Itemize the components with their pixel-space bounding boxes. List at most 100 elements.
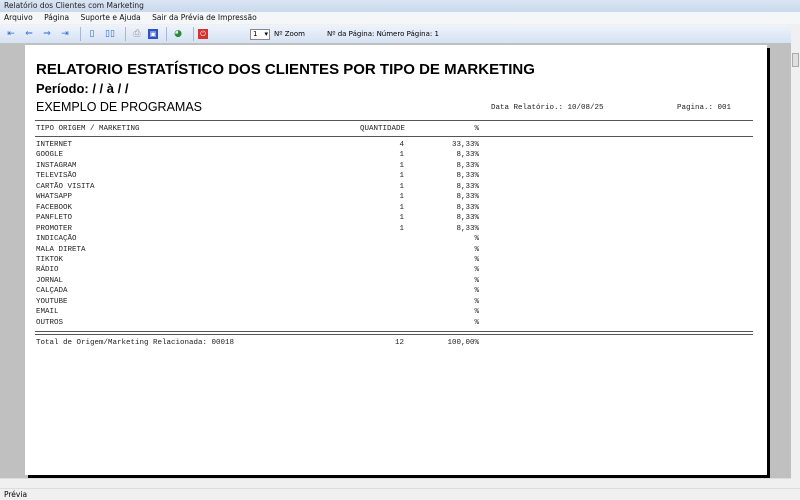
row-pct: 8,33% — [456, 172, 479, 181]
separator — [80, 27, 81, 41]
separator — [125, 27, 126, 41]
table-row: RÁDIO% — [36, 266, 479, 276]
first-page-icon[interactable]: ⇤ — [7, 29, 15, 39]
row-type: CARTÃO VISITA — [36, 182, 95, 191]
row-type: MALA DIRETA — [36, 245, 86, 254]
report-period: Período: / / à / / — [36, 81, 129, 96]
window-title: Relatório dos Clientes com Marketing — [0, 0, 800, 12]
row-pct: 8,33% — [456, 182, 479, 191]
divider — [35, 120, 753, 121]
row-type: FACEBOOK — [36, 203, 73, 212]
divider — [35, 331, 753, 332]
two-pages-icon[interactable]: ▯▯ — [105, 29, 115, 39]
row-qty: 1 — [399, 224, 404, 233]
row-pct: % — [474, 266, 479, 275]
row-type: PROMOTER — [36, 224, 73, 233]
row-qty: 1 — [399, 214, 404, 223]
col-pct: % — [474, 125, 479, 133]
table-row: CALÇADA% — [36, 287, 479, 297]
page-number: Pagina.: 001 — [677, 104, 732, 112]
toolbar: ⇤ ⇐ ⇒ ⇥ ▯ ▯▯ ⎙ ▣ ◕ ⏻ 1 Nº Zoom Nº da Pág… — [0, 25, 791, 43]
zoom-label: Nº Zoom — [274, 30, 305, 38]
table-row: TIKTOK% — [36, 255, 479, 266]
row-pct: 8,33% — [456, 224, 479, 233]
col-qty: QUANTIDADE — [360, 125, 406, 133]
row-qty: 4 — [399, 141, 404, 149]
divider — [35, 136, 753, 137]
row-pct: 33,33% — [451, 141, 479, 149]
row-pct: 8,33% — [456, 193, 479, 202]
table-row: INTERNET 4 33,33% — [36, 141, 479, 151]
menu-pagina[interactable]: Página — [44, 13, 70, 22]
table-header: TIPO ORIGEM / MARKETING QUANTIDADE % — [36, 125, 479, 135]
total-qty: 12 — [394, 339, 404, 347]
row-type: WHATSAPP — [36, 193, 73, 202]
row-type: RÁDIO — [36, 266, 59, 275]
row-qty: 1 — [399, 182, 404, 191]
row-type: INTERNET — [36, 141, 73, 149]
table-row: INDICAÇÃO% — [36, 235, 479, 245]
menu-bar: Arquivo Página Suporte e Ajuda Sair da P… — [0, 12, 800, 24]
single-page-icon[interactable]: ▯ — [89, 29, 95, 39]
row-pct: 8,33% — [456, 214, 479, 223]
horizontal-scrollbar[interactable] — [0, 478, 791, 488]
row-qty: 1 — [399, 203, 404, 212]
row-qty: 1 — [399, 193, 404, 202]
table-row: JORNAL% — [36, 276, 479, 287]
vertical-scrollbar[interactable] — [791, 43, 800, 488]
report-page: RELATORIO ESTATÍSTICO DOS CLIENTES POR T… — [25, 45, 767, 475]
row-pct: % — [474, 297, 479, 306]
row-pct: % — [474, 235, 479, 244]
table-row: YOUTUBE% — [36, 297, 479, 308]
row-pct: % — [474, 276, 479, 285]
table-row: INSTAGRAM 1 8,33% — [36, 161, 479, 172]
menu-suporte[interactable]: Suporte e Ajuda — [80, 13, 141, 22]
row-pct: 8,33% — [456, 151, 479, 160]
table-row: FACEBOOK 1 8,33% — [36, 203, 479, 214]
row-qty: 1 — [399, 172, 404, 181]
row-pct: % — [474, 318, 479, 327]
table-row: PANFLETO 1 8,33% — [36, 214, 479, 224]
table-row: WHATSAPP 1 8,33% — [36, 193, 479, 203]
row-type: INSTAGRAM — [36, 161, 77, 170]
setup-icon[interactable]: ▣ — [148, 29, 158, 39]
row-type: YOUTUBE — [36, 297, 68, 306]
row-type: TELEVISÃO — [36, 172, 77, 181]
row-pct: 8,33% — [456, 161, 479, 170]
company-name: EXEMPLO DE PROGRAMAS — [36, 100, 203, 114]
row-type: OUTROS — [36, 318, 64, 327]
row-type: GOOGLE — [36, 151, 64, 160]
page-info: Nº da Página: Número Página: 1 — [326, 30, 439, 38]
table-row: GOOGLE 1 8,33% — [36, 151, 479, 161]
preview-area: RELATORIO ESTATÍSTICO DOS CLIENTES POR T… — [0, 43, 791, 478]
row-pct: % — [474, 308, 479, 317]
row-type: JORNAL — [36, 276, 64, 285]
row-pct: % — [474, 287, 479, 296]
next-page-icon[interactable]: ⇒ — [43, 29, 51, 39]
scroll-thumb[interactable] — [792, 53, 799, 67]
divider — [35, 334, 753, 335]
row-pct: 8,33% — [456, 203, 479, 212]
total-row: Total de Origem/Marketing Relacionada: 0… — [36, 339, 479, 349]
last-page-icon[interactable]: ⇥ — [61, 29, 69, 39]
previous-page-icon[interactable]: ⇐ — [25, 29, 33, 39]
table-row: TELEVISÃO 1 8,33% — [36, 172, 479, 182]
row-pct: % — [474, 255, 479, 264]
zoom-select[interactable]: 1 — [250, 28, 270, 40]
total-pct: 100,00% — [447, 339, 479, 347]
close-icon[interactable]: ⏻ — [198, 29, 208, 39]
table-row: EMAIL% — [36, 308, 479, 318]
menu-sair-previa[interactable]: Sair da Prévia de Impressão — [152, 13, 257, 22]
table-row: CARTÃO VISITA 1 8,33% — [36, 182, 479, 193]
row-pct: % — [474, 245, 479, 254]
row-qty: 1 — [399, 161, 404, 170]
print-icon[interactable]: ⎙ — [133, 29, 141, 39]
total-label: Total de Origem/Marketing Relacionada: 0… — [36, 339, 235, 347]
table-row: PROMOTER 1 8,33% — [36, 224, 479, 235]
row-qty: 1 — [399, 151, 404, 160]
menu-arquivo[interactable]: Arquivo — [4, 13, 33, 22]
separator — [193, 27, 194, 41]
row-type: TIKTOK — [36, 255, 64, 264]
row-type: CALÇADA — [36, 287, 68, 296]
export-icon[interactable]: ◕ — [174, 29, 182, 39]
